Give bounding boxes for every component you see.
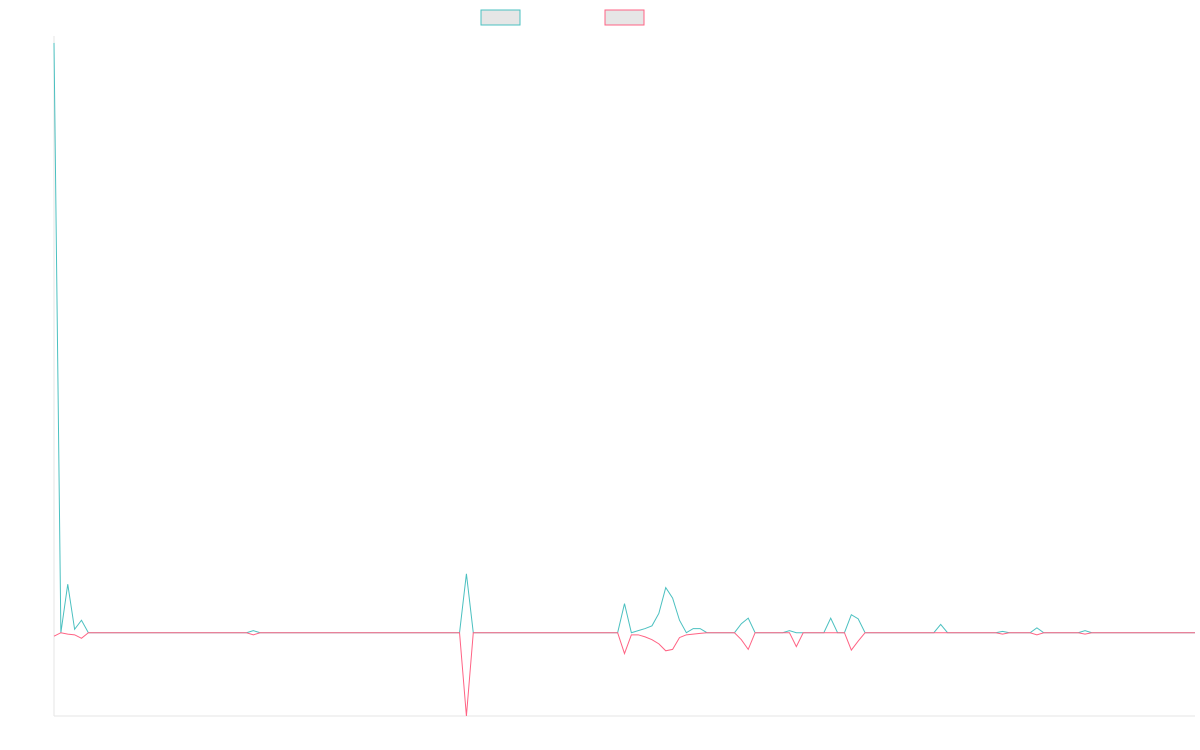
chart-legend[interactable] xyxy=(480,9,645,26)
series-layer xyxy=(53,42,1195,717)
legend-swatch-1[interactable] xyxy=(480,9,521,26)
series-line-1 xyxy=(53,42,1195,634)
chart-axes xyxy=(53,36,1195,717)
series-line-2 xyxy=(53,632,1195,717)
legend-swatch-2[interactable] xyxy=(604,9,645,26)
